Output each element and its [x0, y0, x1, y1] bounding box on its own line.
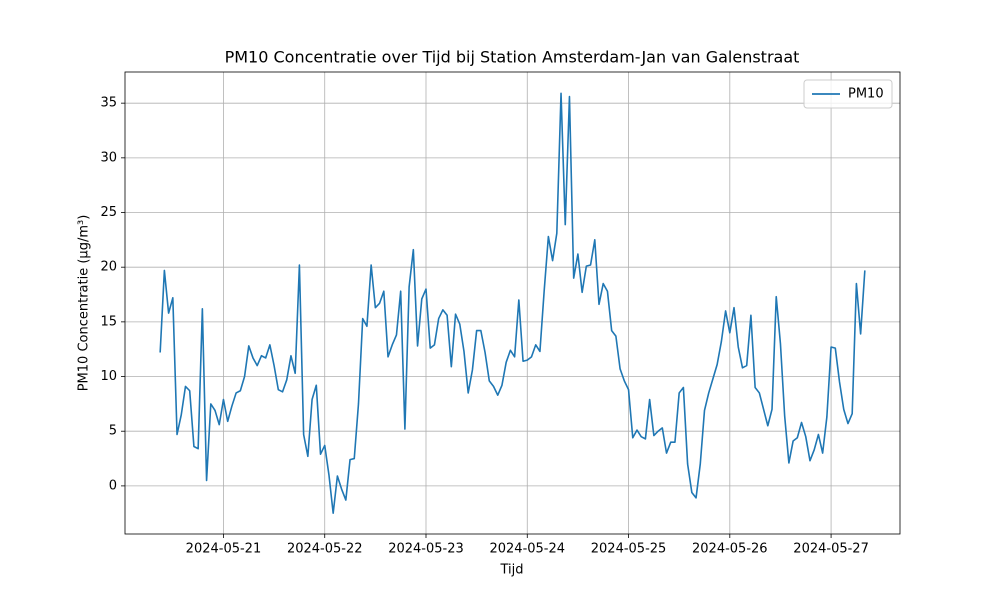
x-tick-label: 2024-05-21 — [186, 542, 262, 557]
plot-frame — [124, 71, 901, 535]
x-axis-label: Tijd — [499, 563, 523, 578]
y-tick-label: 15 — [100, 314, 117, 329]
y-tick-label: 30 — [100, 150, 117, 165]
chart-title: PM10 Concentratie over Tijd bij Station … — [225, 48, 800, 67]
x-tick-label: 2024-05-25 — [591, 542, 667, 557]
legend-label: PM10 — [848, 87, 884, 102]
legend-box — [803, 79, 893, 109]
x-tick-label: 2024-05-23 — [388, 542, 464, 557]
x-tick-label: 2024-05-24 — [489, 542, 565, 557]
x-tick-label: 2024-05-22 — [287, 542, 363, 557]
y-tick-label: 5 — [109, 424, 117, 439]
y-tick-label: 10 — [100, 369, 117, 384]
x-tick-label: 2024-05-26 — [692, 542, 768, 557]
y-tick-label: 35 — [100, 96, 117, 111]
y-tick-label: 25 — [100, 205, 117, 220]
y-tick-label: 20 — [100, 260, 117, 275]
y-axis-label: PM10 Concentratie (µg/m³) — [77, 215, 92, 392]
legend: PM10 — [803, 79, 893, 109]
y-tick-label: 0 — [109, 478, 117, 493]
x-tick-label: 2024-05-27 — [793, 542, 869, 557]
data-line — [159, 92, 866, 515]
